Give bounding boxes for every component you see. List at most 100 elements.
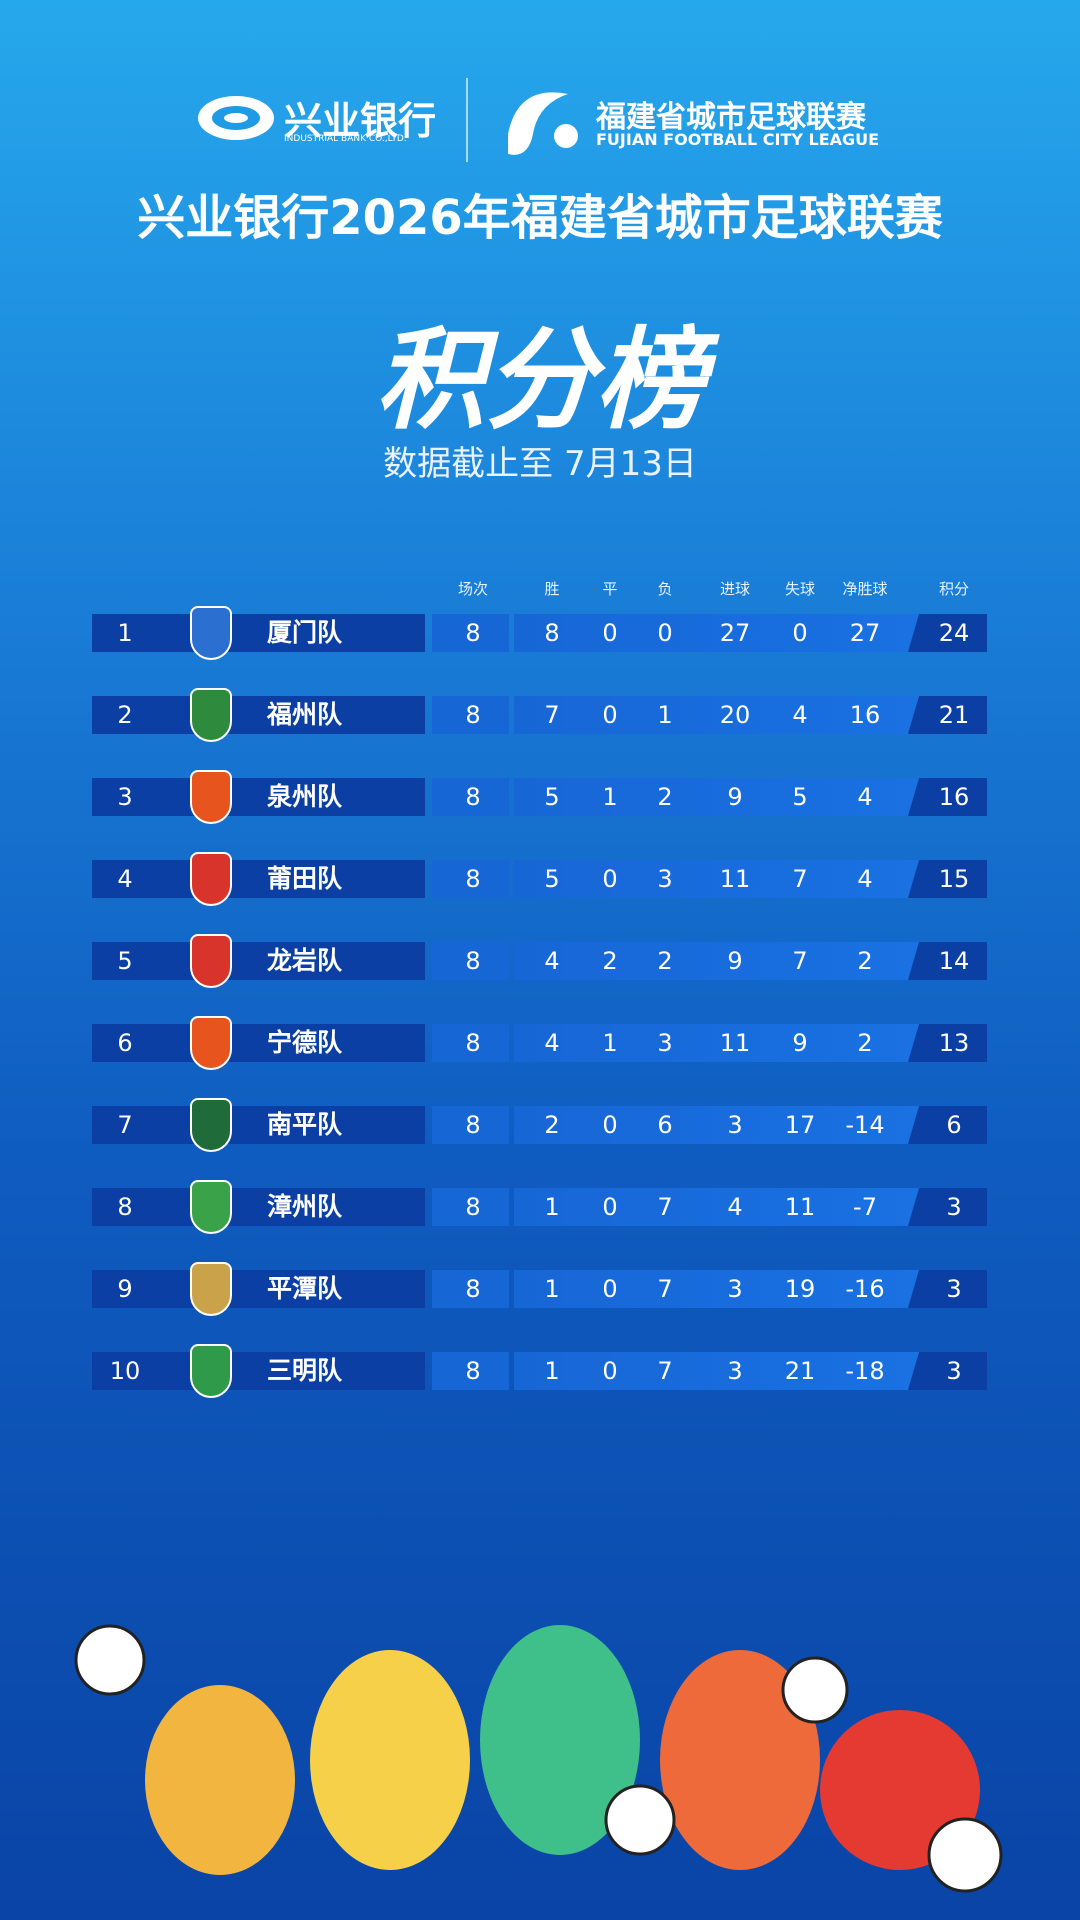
team-name: 平潭队 <box>267 1274 343 1303</box>
stat-cell: 6 <box>946 1111 962 1139</box>
team-name: 福州队 <box>267 700 343 729</box>
team-name: 厦门队 <box>267 618 343 647</box>
stat-cell: 16 <box>849 701 881 729</box>
stat-cell: -7 <box>853 1193 877 1221</box>
sponsor-en: INDUSTRIAL BANK CO.,LTD. <box>284 134 407 144</box>
stat-cell: 0 <box>602 865 618 893</box>
stats-bar <box>514 1352 987 1390</box>
stat-cell: 5 <box>792 783 808 811</box>
stat-cell: 3 <box>946 1275 962 1303</box>
stat-cell: 8 <box>465 783 481 811</box>
team-logo <box>190 1344 232 1398</box>
stat-cell: 0 <box>602 1111 618 1139</box>
stat-cell: 27 <box>719 619 751 647</box>
rank: 2 <box>117 701 133 729</box>
stat-cell: 3 <box>946 1357 962 1385</box>
team-bar <box>92 1270 425 1308</box>
played-bar <box>432 778 509 816</box>
stats-bar <box>514 1188 987 1226</box>
column-header: 失球 <box>784 580 815 598</box>
team-logo <box>190 770 232 824</box>
stat-cell: 11 <box>719 1029 751 1057</box>
column-header: 场次 <box>457 580 488 598</box>
team-bar <box>92 942 425 980</box>
rank: 9 <box>117 1275 133 1303</box>
stat-cell: 6 <box>657 1111 673 1139</box>
rank: 4 <box>117 865 133 893</box>
stat-cell: 2 <box>657 947 673 975</box>
column-header: 平 <box>602 580 618 598</box>
stats-bar <box>514 860 987 898</box>
stat-cell: -16 <box>845 1275 885 1303</box>
stat-cell: 5 <box>544 865 560 893</box>
stat-cell: 8 <box>465 1357 481 1385</box>
played-bar <box>432 1352 509 1390</box>
stat-cell: 2 <box>857 1029 873 1057</box>
stat-cell: 8 <box>465 619 481 647</box>
stats-bar <box>514 614 987 652</box>
table-row: 5 龙岩队 8 4 2 2 9 7 2 14 <box>0 934 1080 988</box>
team-bar <box>92 1106 425 1144</box>
points-bar <box>908 1270 987 1308</box>
stats-bar <box>514 778 987 816</box>
played-bar <box>432 860 509 898</box>
team-name: 莆田队 <box>267 864 343 893</box>
stat-cell: 8 <box>465 1275 481 1303</box>
team-bar <box>92 860 425 898</box>
stat-cell: 1 <box>657 701 673 729</box>
stat-cell: 7 <box>657 1357 673 1385</box>
played-bar <box>432 696 509 734</box>
played-bar <box>432 1106 509 1144</box>
points-bar <box>908 1106 987 1144</box>
stat-cell: 0 <box>602 1275 618 1303</box>
team-logo <box>190 688 232 742</box>
title: 兴业银行2026年福建省城市足球联赛 <box>137 190 943 246</box>
stat-cell: 15 <box>938 865 970 893</box>
stat-cell: 4 <box>544 947 560 975</box>
stat-cell: 20 <box>719 701 751 729</box>
stat-cell: 0 <box>602 1193 618 1221</box>
table-row: 4 莆田队 8 5 0 3 11 7 4 15 <box>0 852 1080 906</box>
stat-cell: 0 <box>602 619 618 647</box>
stat-cell: 21 <box>784 1357 816 1385</box>
stat-cell: 8 <box>544 619 560 647</box>
divider <box>466 78 468 162</box>
table-row: 6 宁德队 8 4 1 3 11 9 2 13 <box>0 1016 1080 1070</box>
stat-cell: 24 <box>938 619 970 647</box>
stat-cell: 3 <box>946 1193 962 1221</box>
played-bar <box>432 942 509 980</box>
stats-bar <box>514 1106 987 1144</box>
team-logo <box>190 606 232 660</box>
team-bar <box>92 696 425 734</box>
points-bar <box>908 696 987 734</box>
played-bar <box>432 1188 509 1226</box>
played-bar <box>432 1024 509 1062</box>
team-logo <box>190 934 232 988</box>
stat-cell: 1 <box>544 1193 560 1221</box>
points-bar <box>908 860 987 898</box>
stats-bar <box>514 942 987 980</box>
stat-cell: 8 <box>465 1193 481 1221</box>
team-logo <box>190 852 232 906</box>
stat-cell: 21 <box>938 701 970 729</box>
team-logo <box>190 1098 232 1152</box>
played-bar <box>432 1270 509 1308</box>
league-cn: 福建省城市足球联赛 <box>596 100 866 135</box>
column-header: 积分 <box>938 580 969 598</box>
stat-cell: 1 <box>602 783 618 811</box>
rank: 3 <box>117 783 133 811</box>
stat-cell: 1 <box>544 1275 560 1303</box>
rank: 7 <box>117 1111 133 1139</box>
points-bar <box>908 1024 987 1062</box>
team-name: 龙岩队 <box>267 946 343 975</box>
team-bar <box>92 1188 425 1226</box>
team-logo <box>190 1180 232 1234</box>
stat-cell: 27 <box>849 619 881 647</box>
bank-logo <box>198 96 274 140</box>
stat-cell: 14 <box>938 947 970 975</box>
stat-cell: 4 <box>857 865 873 893</box>
rank: 8 <box>117 1193 133 1221</box>
table-row: 1 厦门队 8 8 0 0 27 0 27 24 <box>0 606 1080 660</box>
